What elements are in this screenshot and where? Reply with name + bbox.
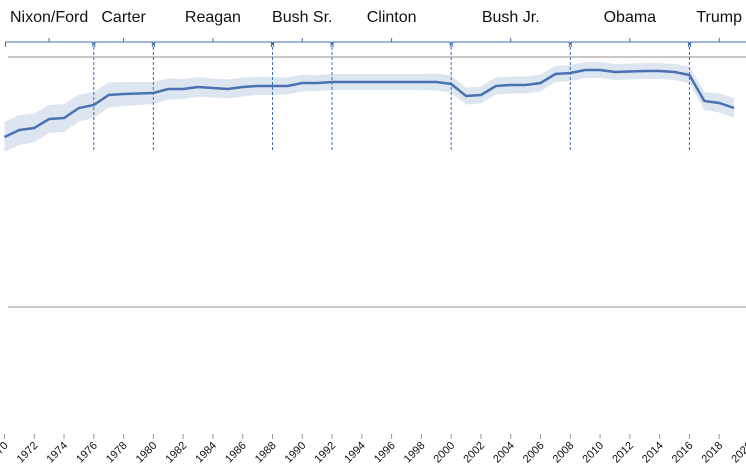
era-bracket <box>570 38 689 47</box>
x-tick-label: 2018 <box>700 440 726 466</box>
x-tick-label: 2014 <box>640 440 666 466</box>
era-bracket <box>451 38 570 47</box>
x-tick-label: 1992 <box>312 440 338 466</box>
x-tick-label: 1982 <box>164 440 190 466</box>
x-tick-label: 1998 <box>402 440 428 466</box>
x-tick-label: 2012 <box>610 440 636 466</box>
era-bracket <box>94 38 153 47</box>
x-tick-label: 2020 <box>729 440 746 466</box>
x-tick-label: 2002 <box>461 440 487 466</box>
x-tick-label: 1996 <box>372 440 398 466</box>
era-label: Clinton <box>367 9 417 26</box>
era-label: Nixon/Ford <box>10 9 88 26</box>
era-bracket <box>689 38 746 47</box>
era-label: Reagan <box>185 9 241 26</box>
era-label: Bush Jr. <box>482 9 540 26</box>
era-label: Trump <box>696 9 742 26</box>
x-tick-label: 1972 <box>15 440 41 466</box>
x-tick-label: 2006 <box>521 440 547 466</box>
era-bracket <box>153 38 272 47</box>
era-bracket <box>272 38 332 47</box>
era-label: Obama <box>604 9 657 26</box>
x-tick-label: 1994 <box>342 440 368 466</box>
x-tick-label: 1984 <box>193 440 219 466</box>
x-tick-label: 1978 <box>104 440 130 466</box>
era-bracket <box>332 38 451 47</box>
x-tick-label: 1976 <box>74 440 100 466</box>
era-label: Bush Sr. <box>272 9 332 26</box>
era-label: Carter <box>101 9 146 26</box>
x-tick-label: 1990 <box>283 440 309 466</box>
x-tick-label: 2008 <box>551 440 577 466</box>
x-tick-label: 2016 <box>670 440 696 466</box>
x-tick-label: 1974 <box>44 440 70 466</box>
x-tick-label: 1988 <box>253 440 279 466</box>
confidence-band <box>4 62 735 152</box>
line <box>3 68 735 139</box>
x-tick-label: 1980 <box>134 440 160 466</box>
x-tick-label: 2010 <box>580 440 606 466</box>
x-tick-label: 2000 <box>432 440 458 466</box>
x-tick-label: 2004 <box>491 440 517 466</box>
x-tick-label: 1970 <box>0 440 11 466</box>
x-tick-label: 1986 <box>223 440 249 466</box>
era-bracket <box>4 38 94 47</box>
